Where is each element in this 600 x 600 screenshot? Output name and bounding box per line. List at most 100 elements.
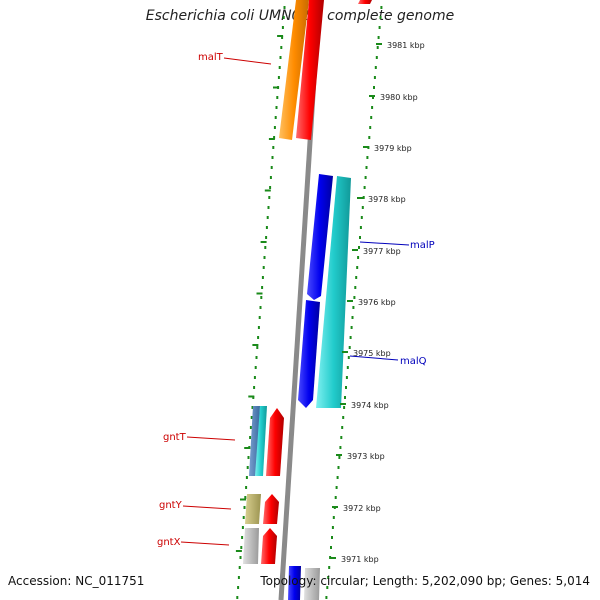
ring-dot: [357, 256, 360, 259]
gene-bottom-gray: [304, 568, 320, 600]
kbp-tick-label: 3974 kbp: [351, 401, 389, 410]
ring-dot: [356, 266, 359, 269]
gene-label-gntT: gntT: [163, 432, 187, 443]
ring-dot: [373, 76, 376, 79]
ring-dot: [242, 516, 245, 519]
ring-dot: [274, 116, 277, 119]
ring-dot: [283, 6, 286, 9]
ring-dot: [336, 476, 339, 479]
malQ-callout-line: [349, 355, 399, 361]
ring-dot: [345, 376, 348, 379]
ring-dot: [352, 306, 355, 309]
ring-dot: [325, 596, 328, 599]
ring-dot: [354, 286, 357, 289]
malT-callout-line: [223, 57, 272, 65]
malP-callout-line: [359, 241, 410, 246]
gene-label-malT: malT: [198, 52, 224, 63]
ring-dot: [279, 56, 282, 59]
kbp-tick-label: 3979 kbp: [374, 144, 412, 153]
ring-dot: [247, 456, 250, 459]
ring-dot: [341, 426, 344, 429]
ring-dot: [275, 106, 278, 109]
ring-dot: [264, 246, 267, 249]
ring-dot: [246, 466, 249, 469]
ring-dot: [348, 346, 351, 349]
ring-dot: [364, 176, 367, 179]
ring-dot: [281, 36, 284, 39]
ring-dot: [255, 356, 258, 359]
ring-dot: [270, 166, 273, 169]
kbp-tick-label: 3973 kbp: [347, 452, 385, 461]
ring-dot: [359, 226, 362, 229]
gene-gntY: [263, 494, 279, 524]
ring-dot: [363, 186, 366, 189]
ring-dot: [358, 246, 360, 249]
ring-dot: [359, 236, 361, 239]
ring-dot: [253, 376, 256, 379]
ring-dot: [276, 96, 279, 99]
gene-gntY-olive: [245, 494, 261, 524]
kbp-scale: 3981 kbp 3980 kbp 3979 kbp 3978 kbp 3977…: [330, 41, 425, 564]
ring-dot: [377, 36, 380, 39]
ring-dot: [280, 46, 283, 49]
ring-dot: [271, 156, 274, 159]
genome-summary-text: Topology: circular; Length: 5,202,090 bp…: [260, 574, 590, 588]
ring-dot: [239, 556, 242, 559]
gene-label-gntX: gntX: [157, 537, 181, 548]
gene-label-malQ: malQ: [400, 356, 427, 367]
ring-dot: [257, 336, 260, 339]
ring-dot: [241, 526, 244, 529]
ring-dot: [331, 536, 333, 539]
ring-dot: [261, 276, 264, 279]
ring-dot: [263, 256, 266, 259]
ring-dot: [371, 106, 374, 109]
gntT-callout-line: [186, 436, 236, 441]
ring-dot: [368, 136, 371, 139]
ring-dot: [273, 126, 276, 129]
ring-dot: [265, 226, 268, 229]
ring-dot: [259, 306, 262, 309]
ring-dot: [362, 196, 365, 199]
ring-dot: [251, 406, 254, 409]
ring-dot: [379, 16, 382, 19]
left-tick-marks: [235, 35, 284, 552]
ring-dot: [342, 416, 345, 419]
ring-dot: [361, 206, 364, 209]
ring-dot: [262, 266, 265, 269]
ring-dot: [249, 436, 252, 439]
ring-dot: [238, 566, 241, 569]
accession-text: Accession: NC_011751: [8, 574, 145, 588]
ring-dot: [366, 156, 369, 159]
gene-top-fragment: [358, 0, 372, 4]
ring-dot: [266, 216, 269, 219]
ring-dot: [244, 496, 247, 499]
ring-dot: [267, 206, 270, 209]
kbp-tick-label: 3977 kbp: [363, 247, 401, 256]
ring-dot: [243, 506, 246, 509]
ring-dot: [376, 46, 379, 49]
gene-label-malP: malP: [410, 240, 435, 251]
ring-dot: [327, 576, 330, 579]
ring-dot: [330, 546, 332, 549]
kbp-tick-label: 3975 kbp: [353, 349, 391, 358]
gene-gntT: [266, 408, 284, 476]
ring-dot: [273, 136, 276, 139]
ring-dot: [261, 286, 264, 289]
ring-dot: [339, 446, 342, 449]
gene-label-gntY: gntY: [159, 500, 183, 511]
kbp-tick-label: 3981 kbp: [387, 41, 425, 50]
ring-dot: [253, 386, 256, 389]
ring-dot: [370, 116, 373, 119]
ring-dot: [335, 486, 338, 489]
gene-gntX: [261, 528, 277, 564]
ring-dot: [265, 236, 268, 239]
ring-dot: [241, 536, 244, 539]
ring-dot: [240, 546, 243, 549]
right-dotted-ring: [325, 6, 383, 599]
ring-dot: [340, 436, 343, 439]
ring-dot: [236, 596, 239, 599]
ring-dot: [258, 316, 261, 319]
ring-dot: [250, 416, 253, 419]
